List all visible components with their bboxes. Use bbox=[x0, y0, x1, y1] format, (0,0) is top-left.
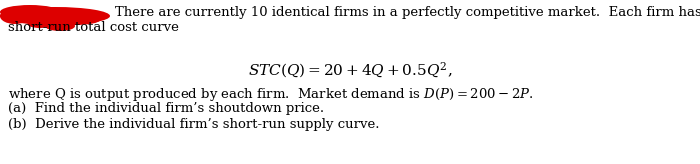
Ellipse shape bbox=[0, 5, 60, 19]
Text: short-run total cost curve: short-run total cost curve bbox=[8, 21, 179, 34]
Text: where Q is output produced by each firm.  Market demand is $D(P) = 200 - 2P.$: where Q is output produced by each firm.… bbox=[8, 86, 533, 103]
Ellipse shape bbox=[45, 21, 75, 31]
Text: There are currently 10 identical firms in a perfectly competitive market.  Each : There are currently 10 identical firms i… bbox=[115, 6, 700, 19]
Text: (b)  Derive the individual firm’s short-run supply curve.: (b) Derive the individual firm’s short-r… bbox=[8, 118, 379, 131]
Text: (a)  Find the individual firm’s shoutdown price.: (a) Find the individual firm’s shoutdown… bbox=[8, 102, 324, 115]
Ellipse shape bbox=[27, 20, 52, 28]
Text: $STC(Q) = 20 + 4Q + 0.5Q^2,$: $STC(Q) = 20 + 4Q + 0.5Q^2,$ bbox=[248, 60, 452, 80]
Ellipse shape bbox=[0, 8, 30, 24]
Ellipse shape bbox=[0, 7, 110, 25]
Ellipse shape bbox=[50, 15, 100, 25]
